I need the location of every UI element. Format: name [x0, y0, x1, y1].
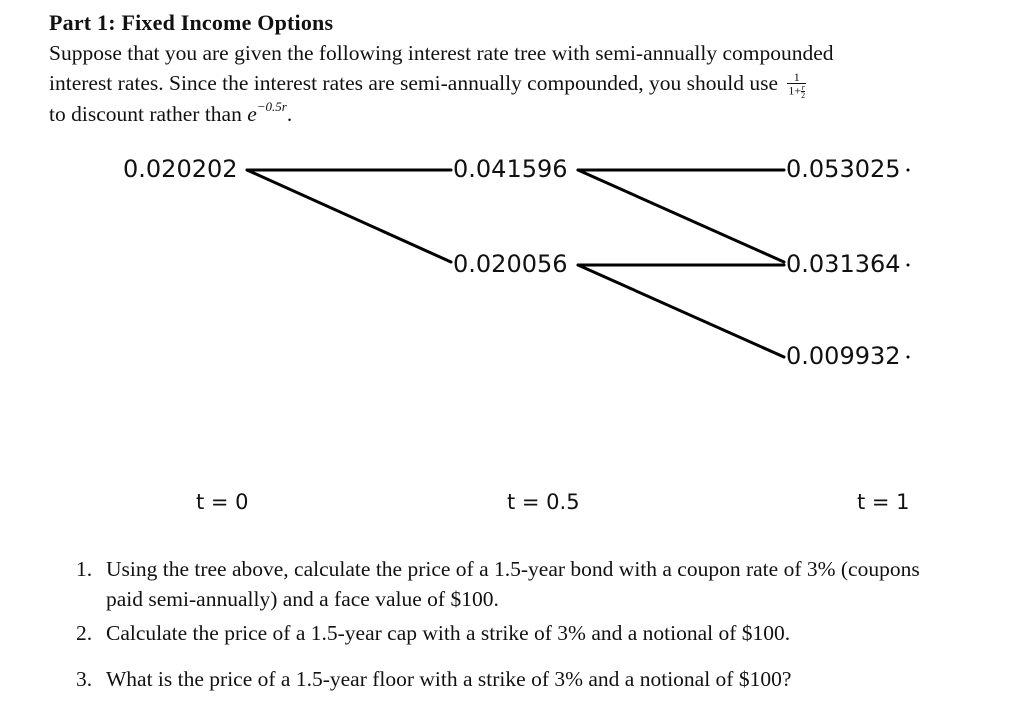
question-number: 2. — [76, 621, 93, 645]
question-text: What is the price of a 1.5-year floor wi… — [106, 667, 792, 691]
exp-base: e — [247, 101, 257, 126]
edge-n1u-n2ud — [576, 168, 786, 264]
node-t1-upup: 0.053025 — [786, 155, 901, 183]
question-number: 3. — [76, 667, 93, 691]
intro-line-3: to discount rather than e−0.5r. — [49, 99, 949, 129]
fraction-numerator: 1 — [787, 71, 807, 84]
node-dot — [906, 263, 910, 267]
edge-n1d-n2dd — [576, 263, 786, 359]
question-text: Using the tree above, calculate the pric… — [106, 557, 920, 611]
node-dot — [906, 355, 910, 359]
node-t05-up: 0.041596 — [453, 155, 568, 183]
node-dot — [906, 168, 910, 172]
question-item: 1. Using the tree above, calculate the p… — [76, 554, 956, 618]
page-title: Part 1: Fixed Income Options — [49, 10, 334, 35]
rate-tree — [245, 168, 910, 359]
node-t1-downdown: 0.009932 — [786, 342, 901, 370]
intro-line-3-text: to discount rather than — [49, 101, 248, 126]
intro-line-3-end: . — [286, 101, 293, 126]
mini-numerator: r — [801, 82, 806, 92]
node-t1-updown: 0.031364 — [786, 250, 901, 278]
question-item: 2. Calculate the price of a 1.5-year cap… — [76, 618, 956, 664]
intro-line-1: Suppose that you are given the following… — [49, 41, 834, 65]
mini-denominator: 2 — [801, 90, 806, 100]
time-label-05: t = 0.5 — [507, 490, 580, 514]
node-t05-down: 0.020056 — [453, 250, 568, 278]
node-t0: 0.020202 — [123, 155, 238, 183]
intro-line-2-text: interest rates. Since the interest rates… — [49, 71, 778, 95]
time-label-1: t = 1 — [857, 490, 910, 514]
intro-paragraph: Suppose that you are given the following… — [49, 38, 949, 129]
question-number: 1. — [76, 557, 93, 581]
discount-fraction: 1 1+ r 2 — [787, 71, 807, 100]
question-item: 3. What is the price of a 1.5-year floor… — [76, 664, 956, 694]
time-label-0: t = 0 — [196, 490, 249, 514]
question-text: Calculate the price of a 1.5-year cap wi… — [106, 621, 791, 645]
fraction-denominator: 1+ r 2 — [787, 82, 806, 100]
question-list: 1. Using the tree above, calculate the p… — [76, 554, 956, 694]
exp-exponent: −0.5r — [256, 98, 287, 114]
fraction-den-base: 1+ — [788, 82, 802, 97]
edge-n0-n1d — [245, 168, 453, 264]
intro-line-2: interest rates. Since the interest rates… — [49, 68, 949, 99]
